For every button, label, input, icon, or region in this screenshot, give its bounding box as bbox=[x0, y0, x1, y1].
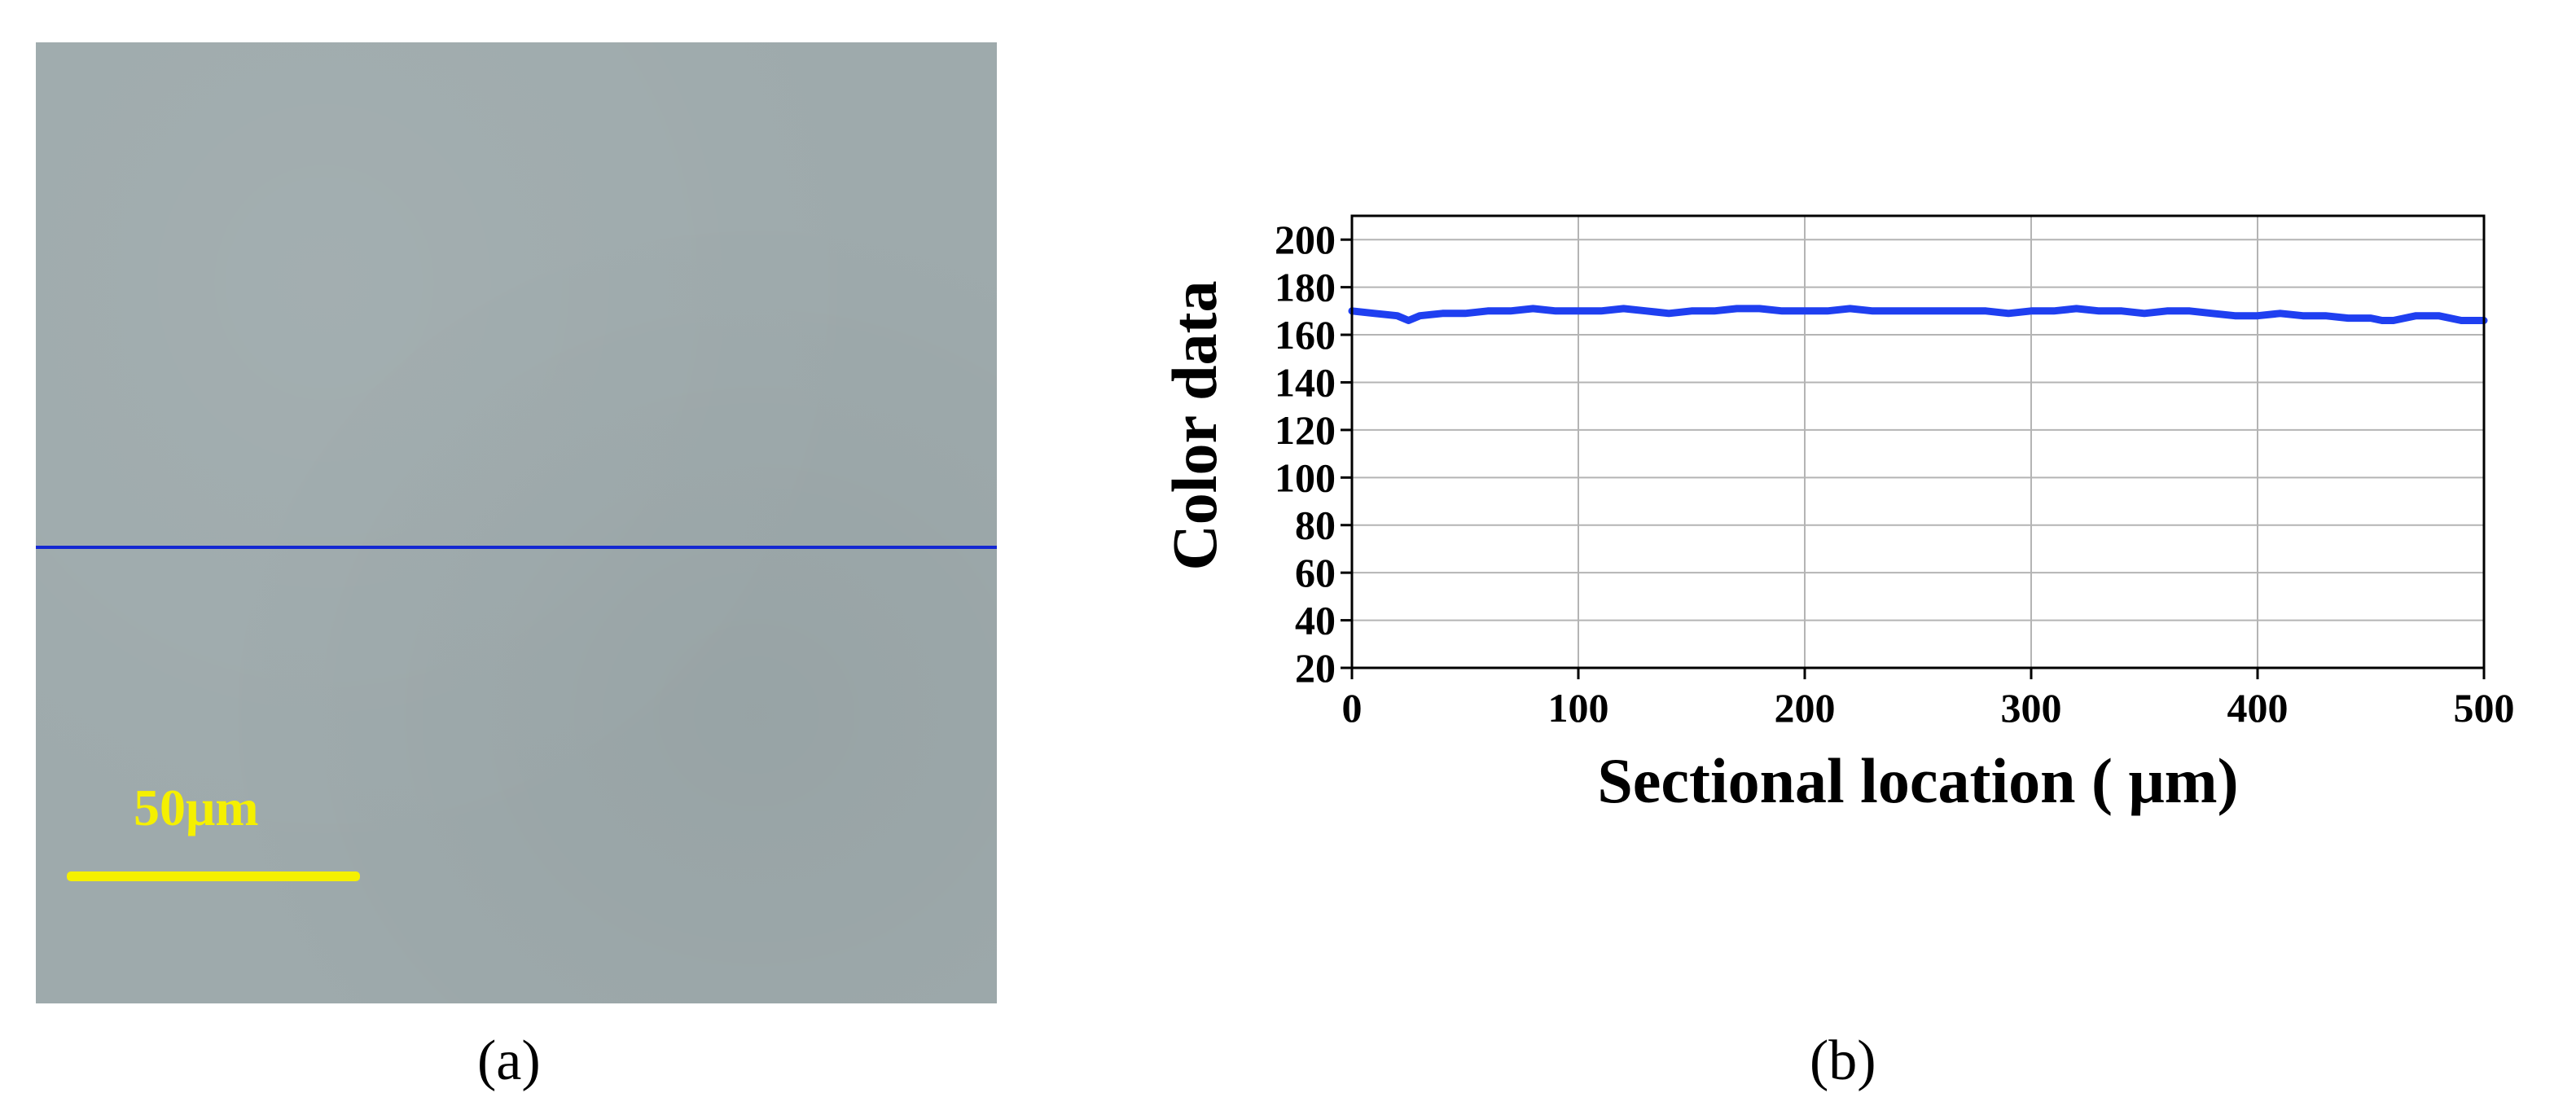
y-tick-label: 140 bbox=[1275, 359, 1336, 405]
y-tick-label: 100 bbox=[1275, 454, 1336, 500]
scale-bar-label: 50μm bbox=[134, 779, 259, 836]
x-tick-label: 100 bbox=[1548, 685, 1609, 731]
y-tick-label: 20 bbox=[1295, 645, 1336, 691]
x-tick-label: 500 bbox=[2454, 685, 2515, 731]
x-axis-title: Sectional location ( μm) bbox=[1597, 745, 2238, 816]
chart-ticks: 0 100 200 300 400 500204060801001201401601802… bbox=[1275, 217, 2515, 731]
micrograph-image: 50μm bbox=[36, 42, 997, 1003]
chart-grid bbox=[1352, 216, 2484, 668]
plot-frame bbox=[1350, 214, 2486, 669]
scale-bar bbox=[67, 871, 360, 881]
color-data-series-line bbox=[1348, 305, 2488, 324]
chart-series-layer bbox=[1348, 305, 2488, 324]
y-tick-label: 60 bbox=[1295, 550, 1336, 595]
x-tick-label: 0 bbox=[1342, 685, 1363, 731]
y-tick-label: 80 bbox=[1295, 503, 1336, 548]
y-axis-title: Color data bbox=[1159, 280, 1230, 570]
y-tick-label: 40 bbox=[1295, 598, 1336, 643]
panel-label-b: (b) bbox=[1810, 1029, 1876, 1092]
color-profile-chart: 0 100 200 300 400 500204060801001201401601802… bbox=[1159, 214, 2515, 816]
x-tick-label: 300 bbox=[2001, 685, 2062, 731]
y-tick-label: 180 bbox=[1275, 265, 1336, 310]
panel-label-a: (a) bbox=[477, 1029, 541, 1092]
y-tick-label: 160 bbox=[1275, 312, 1336, 358]
section-scan-line bbox=[36, 546, 997, 549]
y-tick-label: 120 bbox=[1275, 407, 1336, 453]
x-tick-label: 400 bbox=[2227, 685, 2289, 731]
x-tick-label: 200 bbox=[1775, 685, 1836, 731]
micrograph-texture bbox=[36, 42, 997, 1003]
y-tick-label: 200 bbox=[1275, 217, 1336, 262]
